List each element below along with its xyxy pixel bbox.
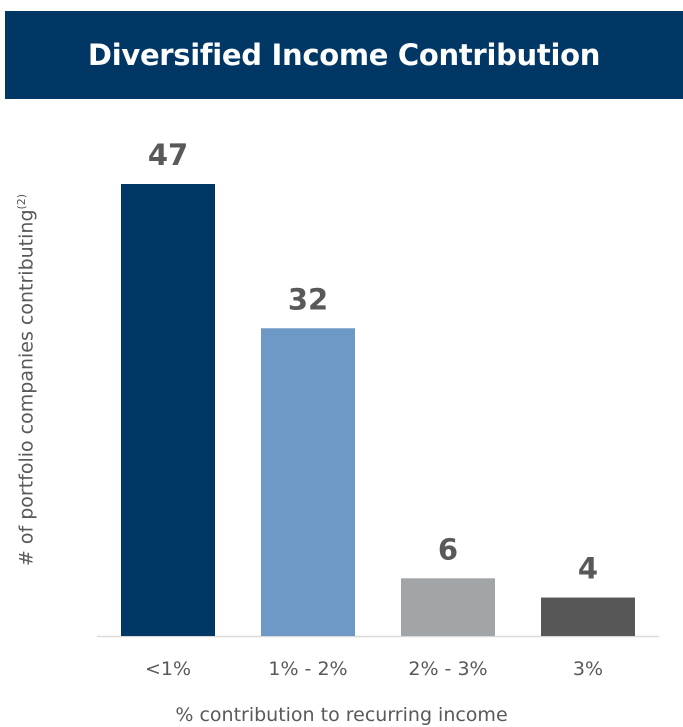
- bar: [121, 184, 215, 636]
- x-tick-label: 1% - 2%: [268, 658, 347, 680]
- chart-title-bar: Diversified Income Contribution: [5, 11, 683, 99]
- x-tick-label: 2% - 3%: [408, 658, 487, 680]
- bar: [541, 597, 635, 636]
- data-label: 4: [578, 552, 598, 586]
- chart-title: Diversified Income Contribution: [87, 38, 601, 72]
- bar: [261, 328, 355, 636]
- x-tick-label: 3%: [573, 658, 603, 680]
- x-tick-label: <1%: [145, 658, 191, 680]
- data-label: 47: [148, 138, 188, 172]
- x-axis-label: % contribution to recurring income: [175, 704, 508, 726]
- data-label: 32: [288, 282, 328, 316]
- bar: [401, 578, 495, 636]
- data-label: 6: [438, 532, 458, 566]
